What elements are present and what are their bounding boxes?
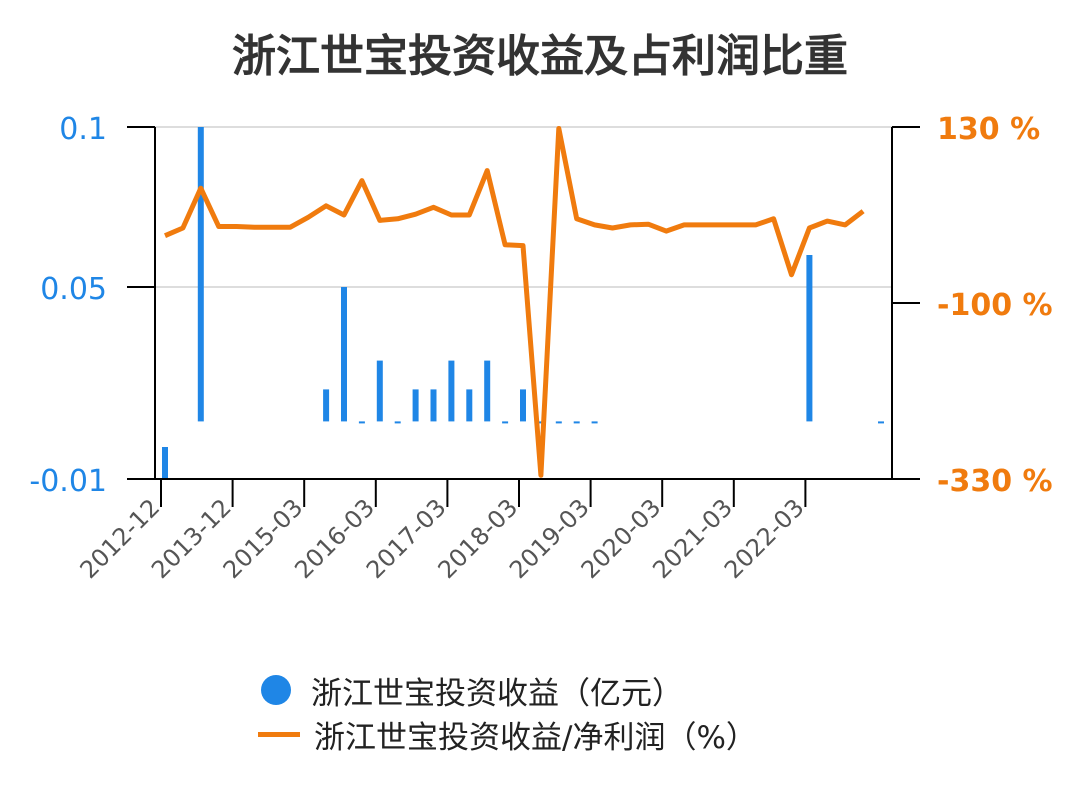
bar — [430, 389, 437, 422]
legend-line-label: 浙江世宝投资收益/净利润（%） — [314, 719, 757, 756]
left-tick-label: 0.1 — [59, 112, 107, 147]
bar — [197, 127, 204, 422]
bar — [323, 389, 330, 422]
bar — [520, 389, 526, 422]
bar — [502, 421, 509, 424]
bar — [484, 360, 491, 422]
bar — [394, 421, 401, 424]
bar — [573, 421, 580, 424]
legend-line-swatch — [258, 731, 300, 737]
right-tick-label: -330 % — [937, 464, 1053, 499]
axes — [127, 126, 920, 507]
bar — [878, 421, 884, 424]
bar-series — [162, 127, 884, 479]
legend: 浙江世宝投资收益（亿元） 浙江世宝投资收益/净利润（%） — [258, 668, 757, 756]
left-tick-label: 0.05 — [40, 272, 107, 307]
legend-item-line[interactable]: 浙江世宝投资收益/净利润（%） — [258, 712, 757, 756]
bar — [341, 287, 347, 422]
left-tick-label: -0.01 — [29, 464, 107, 499]
bar — [537, 421, 544, 424]
series-line — [164, 126, 865, 478]
right-tick-label: -100 % — [937, 288, 1053, 323]
bar — [555, 421, 562, 424]
chart-title: 浙江世宝投资收益及占利润比重 — [232, 31, 848, 82]
bar — [162, 447, 168, 479]
bar — [448, 360, 455, 422]
right-tick-label: 130 % — [937, 112, 1040, 147]
legend-bar-swatch — [261, 675, 291, 705]
line-series — [164, 126, 865, 478]
x-tick-label: 2022-03 — [719, 493, 810, 584]
bar — [376, 360, 383, 422]
bar — [358, 421, 365, 424]
bar — [466, 389, 473, 422]
grid-lines — [155, 126, 892, 288]
bar — [591, 421, 598, 424]
bar — [806, 255, 813, 422]
bar — [412, 389, 419, 422]
legend-item-bar[interactable]: 浙江世宝投资收益（亿元） — [258, 668, 757, 712]
legend-bar-label: 浙江世宝投资收益（亿元） — [311, 675, 683, 712]
